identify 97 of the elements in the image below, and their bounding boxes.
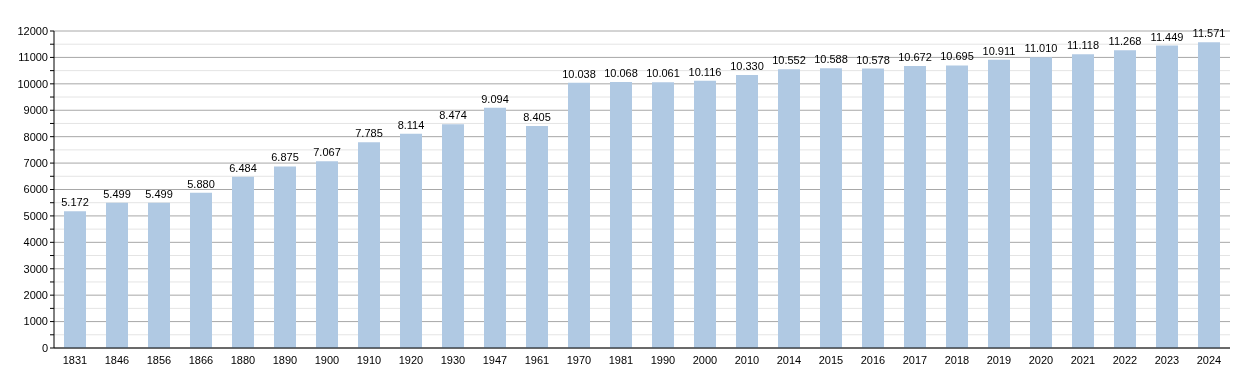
bar xyxy=(736,75,758,348)
data-label: 10.068 xyxy=(604,67,638,80)
data-label: 5.499 xyxy=(145,187,173,200)
bar xyxy=(820,68,842,348)
x-tick-label: 1846 xyxy=(104,353,130,366)
bar xyxy=(1072,54,1094,348)
x-tick-label: 1831 xyxy=(62,353,88,366)
y-tick-label: 2000 xyxy=(23,289,48,302)
bar xyxy=(274,166,296,348)
data-label: 5.499 xyxy=(103,187,131,200)
data-label: 10.038 xyxy=(562,67,596,80)
data-label: 8.114 xyxy=(397,118,425,131)
bar xyxy=(64,211,86,348)
x-tick-label: 1970 xyxy=(566,353,592,366)
data-label: 11.118 xyxy=(1066,39,1100,52)
bar xyxy=(190,192,212,348)
x-tick-label: 1910 xyxy=(356,353,382,366)
x-tick-label: 2019 xyxy=(986,353,1012,366)
x-tick-label: 2020 xyxy=(1028,353,1054,366)
bar xyxy=(1198,42,1220,348)
bar xyxy=(904,66,926,348)
bar xyxy=(1030,57,1052,348)
y-tick-label: 1000 xyxy=(23,315,48,328)
x-tick-label: 2014 xyxy=(776,353,802,366)
y-tick-label: 0 xyxy=(41,341,48,354)
y-tick-label: 11000 xyxy=(18,51,48,64)
x-tick-label: 2000 xyxy=(692,353,718,366)
bar xyxy=(568,82,590,348)
data-label: 11.449 xyxy=(1150,30,1184,43)
x-tick-label: 2018 xyxy=(944,353,970,366)
data-label: 10.552 xyxy=(772,54,806,67)
data-label: 11.010 xyxy=(1024,42,1058,55)
x-tick-label: 2024 xyxy=(1196,353,1222,366)
bar xyxy=(316,161,338,348)
bar xyxy=(610,82,632,348)
x-tick-label: 1947 xyxy=(482,353,508,366)
data-label: 10.695 xyxy=(940,50,974,63)
bar xyxy=(778,69,800,348)
data-label: 7.785 xyxy=(355,127,383,140)
data-label: 10.330 xyxy=(730,60,764,73)
data-label: 9.094 xyxy=(481,92,509,105)
y-tick-label: 6000 xyxy=(23,183,48,196)
bar xyxy=(526,125,548,348)
data-label: 7.067 xyxy=(313,146,341,159)
x-tick-label: 1880 xyxy=(230,353,256,366)
y-tick-label: 3000 xyxy=(23,262,48,275)
data-label: 6.484 xyxy=(229,161,257,174)
bar xyxy=(106,202,128,348)
x-tick-label: 1866 xyxy=(188,353,214,366)
data-label: 10.578 xyxy=(856,53,890,66)
x-tick-label: 2016 xyxy=(860,353,886,366)
x-tick-label: 2015 xyxy=(818,353,844,366)
x-tick-label: 2021 xyxy=(1070,353,1096,366)
y-tick-label: 10000 xyxy=(17,77,48,90)
data-label: 11.571 xyxy=(1192,27,1226,40)
y-tick-label: 9000 xyxy=(23,104,48,117)
bar xyxy=(946,65,968,348)
bar xyxy=(862,68,884,348)
x-tick-label: 1981 xyxy=(608,353,634,366)
data-label: 6.875 xyxy=(271,151,299,164)
data-label: 10.588 xyxy=(814,53,848,66)
data-label: 5.880 xyxy=(187,177,215,190)
y-tick-label: 7000 xyxy=(23,156,48,169)
x-tick-label: 2010 xyxy=(734,353,760,366)
x-tick-label: 1961 xyxy=(524,353,550,366)
x-tick-label: 1990 xyxy=(650,353,676,366)
x-tick-label: 1890 xyxy=(272,353,298,366)
data-label: 10.061 xyxy=(646,67,680,80)
data-label: 8.474 xyxy=(439,109,467,122)
bar xyxy=(148,202,170,348)
bar xyxy=(652,82,674,348)
bar xyxy=(1114,50,1136,348)
data-label: 5.172 xyxy=(61,196,89,209)
bar xyxy=(232,176,254,348)
x-tick-label: 1920 xyxy=(398,353,424,366)
data-label: 10.672 xyxy=(898,51,932,64)
data-label: 11.268 xyxy=(1108,35,1142,48)
bar xyxy=(400,133,422,348)
x-tick-label: 1930 xyxy=(440,353,466,366)
data-label: 8.405 xyxy=(523,110,551,123)
x-tick-label: 2022 xyxy=(1112,353,1138,366)
y-tick-label: 8000 xyxy=(23,130,48,143)
x-tick-label: 1856 xyxy=(146,353,172,366)
bar xyxy=(358,142,380,348)
bar xyxy=(484,107,506,348)
bar xyxy=(988,59,1010,348)
x-tick-label: 2023 xyxy=(1154,353,1180,366)
y-tick-label: 5000 xyxy=(23,209,48,222)
x-tick-label: 2017 xyxy=(902,353,928,366)
data-label: 10.911 xyxy=(982,44,1016,57)
bar xyxy=(694,80,716,348)
y-tick-label: 12000 xyxy=(17,24,48,37)
x-tick-label: 1900 xyxy=(314,353,340,366)
data-label: 10.116 xyxy=(688,65,722,78)
y-tick-label: 4000 xyxy=(23,236,48,249)
bar xyxy=(1156,45,1178,348)
bar xyxy=(442,124,464,348)
